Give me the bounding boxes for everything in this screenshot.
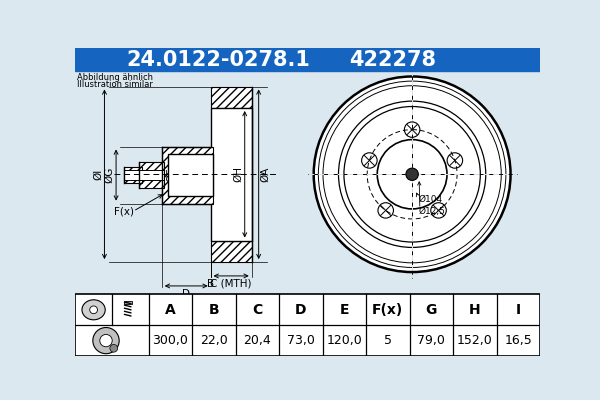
- Text: 79,0: 79,0: [418, 334, 445, 347]
- Circle shape: [93, 328, 119, 354]
- Text: C (MTH): C (MTH): [211, 279, 252, 289]
- Text: D: D: [182, 289, 190, 299]
- Ellipse shape: [90, 306, 97, 314]
- Text: I: I: [515, 303, 521, 317]
- Text: 120,0: 120,0: [326, 334, 362, 347]
- Text: H: H: [469, 303, 481, 317]
- Text: 24.0122-0278.1: 24.0122-0278.1: [127, 50, 310, 70]
- Text: 422278: 422278: [349, 50, 436, 70]
- Text: D: D: [295, 303, 307, 317]
- Text: 73,0: 73,0: [287, 334, 315, 347]
- Bar: [162, 146, 213, 204]
- Text: B: B: [209, 303, 219, 317]
- Text: ØI: ØI: [93, 169, 103, 180]
- Bar: [124, 300, 131, 304]
- Bar: [211, 240, 252, 262]
- Text: G: G: [425, 303, 437, 317]
- Text: Ø12,5: Ø12,5: [418, 207, 445, 216]
- Text: Abbildung ähnlich: Abbildung ähnlich: [77, 74, 154, 82]
- Text: ØH: ØH: [233, 166, 244, 182]
- Text: C: C: [252, 303, 262, 317]
- Text: E: E: [340, 303, 349, 317]
- Text: ØE: ØE: [166, 168, 176, 182]
- Text: F(x): F(x): [372, 303, 403, 317]
- Bar: [211, 86, 252, 108]
- Circle shape: [313, 76, 511, 273]
- Text: F(x): F(x): [114, 206, 134, 216]
- Text: 16,5: 16,5: [505, 334, 532, 347]
- Text: 152,0: 152,0: [457, 334, 493, 347]
- Circle shape: [406, 168, 418, 180]
- Bar: [168, 154, 213, 196]
- Circle shape: [110, 344, 118, 352]
- Bar: [139, 162, 164, 188]
- Bar: [211, 108, 252, 240]
- Text: 22,0: 22,0: [200, 334, 228, 347]
- Bar: [124, 170, 164, 180]
- Text: B: B: [207, 279, 214, 289]
- Text: ØG: ØG: [104, 167, 114, 183]
- Text: Ø104: Ø104: [418, 194, 442, 204]
- Ellipse shape: [82, 300, 105, 320]
- Text: 300,0: 300,0: [152, 334, 188, 347]
- Circle shape: [100, 334, 112, 347]
- Bar: [75, 48, 540, 71]
- Bar: [75, 294, 540, 356]
- Text: A: A: [165, 303, 176, 317]
- Text: 5: 5: [384, 334, 392, 347]
- Text: Illustration similar: Illustration similar: [77, 80, 153, 89]
- Bar: [124, 167, 142, 183]
- Text: ØA: ØA: [260, 166, 270, 182]
- Text: 20,4: 20,4: [244, 334, 271, 347]
